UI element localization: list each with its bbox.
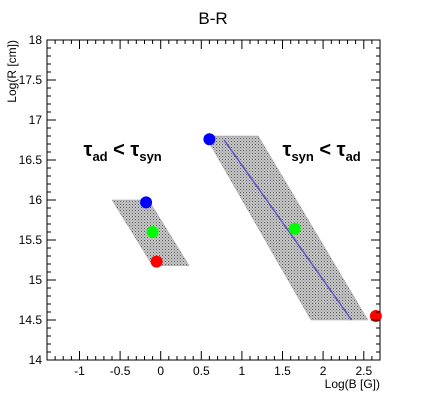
y-axis-label: Log(R [cm]) (5, 40, 19, 103)
x-axis-label: Log(B [G]) (325, 377, 380, 391)
x-tick-label: 2.5 (355, 364, 372, 378)
y-tick-label: 14 (29, 353, 43, 367)
y-tick-label: 16.5 (19, 153, 43, 167)
data-point-1 (146, 226, 159, 238)
x-tick-label: 2 (320, 364, 327, 378)
x-tick-label: 1.5 (274, 364, 291, 378)
x-tick-label: -1 (74, 364, 85, 378)
data-point-0 (140, 196, 153, 209)
y-tick-label: 14.5 (19, 313, 43, 327)
x-axis: -1 -0.5 0 0.5 1 1.5 2 2.5 (54, 40, 381, 378)
annotations-layer: τad < τsyn τsyn < τad (84, 139, 361, 164)
y-tick-label: 18 (29, 33, 43, 47)
fit-line-0 (223, 139, 353, 321)
y-tick-label: 15.5 (19, 233, 43, 247)
points-layer (140, 133, 382, 322)
chart-title: B-R (198, 9, 227, 28)
data-point-5 (369, 310, 382, 322)
y-tick-label: 15 (29, 273, 43, 287)
x-tick-label: 0.5 (193, 364, 210, 378)
lines-layer (223, 139, 353, 321)
y-tick-label: 16 (29, 193, 43, 207)
data-point-3 (203, 133, 216, 146)
x-tick-label: 0 (157, 364, 164, 378)
data-point-4 (288, 222, 301, 235)
timescale-annotation-0: τad < τsyn (84, 139, 162, 164)
y-tick-label: 17 (29, 113, 43, 127)
y-axis: 14 14.5 15 15.5 16 16.5 17 17.5 18 (19, 33, 380, 367)
timescale-annotation-1: τsyn < τad (283, 139, 361, 164)
x-tick-label: -0.5 (110, 364, 131, 378)
x-tick-label: 1 (239, 364, 246, 378)
y-tick-label: 17.5 (19, 73, 43, 87)
data-point-2 (150, 255, 163, 268)
